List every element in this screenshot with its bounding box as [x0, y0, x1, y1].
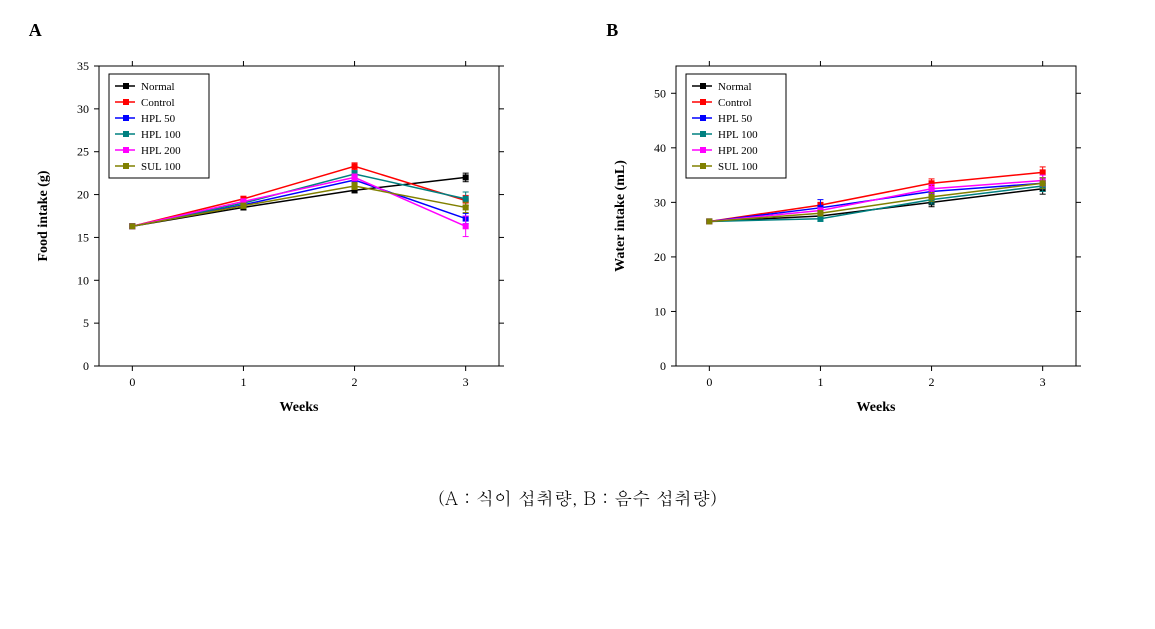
- panel-b-label: B: [606, 20, 1126, 41]
- svg-text:0: 0: [660, 359, 666, 373]
- chart-a: 0 5 10 15 20 25 30 35 0 1 2 3 Weeks Food intake (g) No…: [29, 46, 519, 426]
- caption-part-a: 식이 섭취량: [476, 486, 572, 511]
- caption-prefix: (A :: [438, 486, 476, 511]
- chart-b: 0 10 20 30 40 50 0 1 2 3 Weeks Water intake (mL) Nor…: [606, 46, 1096, 426]
- figure-container: A 051015202530350123WeeksFood intake (g)…: [20, 20, 1135, 426]
- svg-text:20: 20: [654, 250, 666, 264]
- caption: (A : 식이 섭취량, B : 음수 섭취량): [20, 486, 1135, 511]
- panel-a: A 0 5 10 15 20 25 30 35 0 1 2 3 Weeks Food intake (g)…: [29, 20, 549, 426]
- svg-text:Food intake (g): Food intake (g): [36, 170, 51, 261]
- svg-text:Water intake (mL): Water intake (mL): [613, 160, 628, 272]
- svg-text:30: 30: [77, 102, 89, 116]
- svg-text:0: 0: [83, 359, 89, 373]
- svg-text:30: 30: [654, 195, 666, 209]
- svg-text:10: 10: [77, 273, 89, 287]
- svg-text:Control: Control: [718, 97, 752, 109]
- svg-text:3: 3: [462, 375, 468, 389]
- svg-text:HPL 200: HPL 200: [141, 145, 181, 157]
- svg-text:Normal: Normal: [718, 81, 752, 93]
- svg-text:Weeks: Weeks: [279, 400, 318, 415]
- svg-text:HPL 100: HPL 100: [141, 129, 181, 141]
- svg-text:HPL 50: HPL 50: [718, 113, 753, 125]
- svg-text:5: 5: [83, 316, 89, 330]
- svg-text:0: 0: [707, 375, 713, 389]
- caption-suffix: ): [710, 486, 717, 511]
- svg-text:SUL 100: SUL 100: [718, 161, 758, 173]
- svg-text:40: 40: [654, 141, 666, 155]
- panel-a-label: A: [29, 20, 549, 41]
- caption-sep: , B :: [572, 486, 614, 511]
- svg-text:HPL 100: HPL 100: [718, 129, 758, 141]
- panel-b: B 0 10 20 30 40 50 0 1 2 3 Weeks Water intake (mL) N…: [606, 20, 1126, 426]
- svg-text:1: 1: [818, 375, 824, 389]
- svg-text:25: 25: [77, 145, 89, 159]
- caption-part-b: 음수 섭취량: [614, 486, 710, 511]
- svg-text:1: 1: [240, 375, 246, 389]
- svg-text:Normal: Normal: [141, 81, 175, 93]
- svg-text:HPL 200: HPL 200: [718, 145, 758, 157]
- svg-text:2: 2: [929, 375, 935, 389]
- svg-text:0: 0: [129, 375, 135, 389]
- svg-text:10: 10: [654, 304, 666, 318]
- svg-text:2: 2: [351, 375, 357, 389]
- svg-text:15: 15: [77, 230, 89, 244]
- svg-text:3: 3: [1040, 375, 1046, 389]
- svg-text:HPL 50: HPL 50: [141, 113, 176, 125]
- svg-text:35: 35: [77, 59, 89, 73]
- svg-text:Control: Control: [141, 97, 175, 109]
- svg-text:20: 20: [77, 188, 89, 202]
- svg-text:50: 50: [654, 86, 666, 100]
- svg-text:SUL 100: SUL 100: [141, 161, 181, 173]
- svg-text:Weeks: Weeks: [857, 400, 896, 415]
